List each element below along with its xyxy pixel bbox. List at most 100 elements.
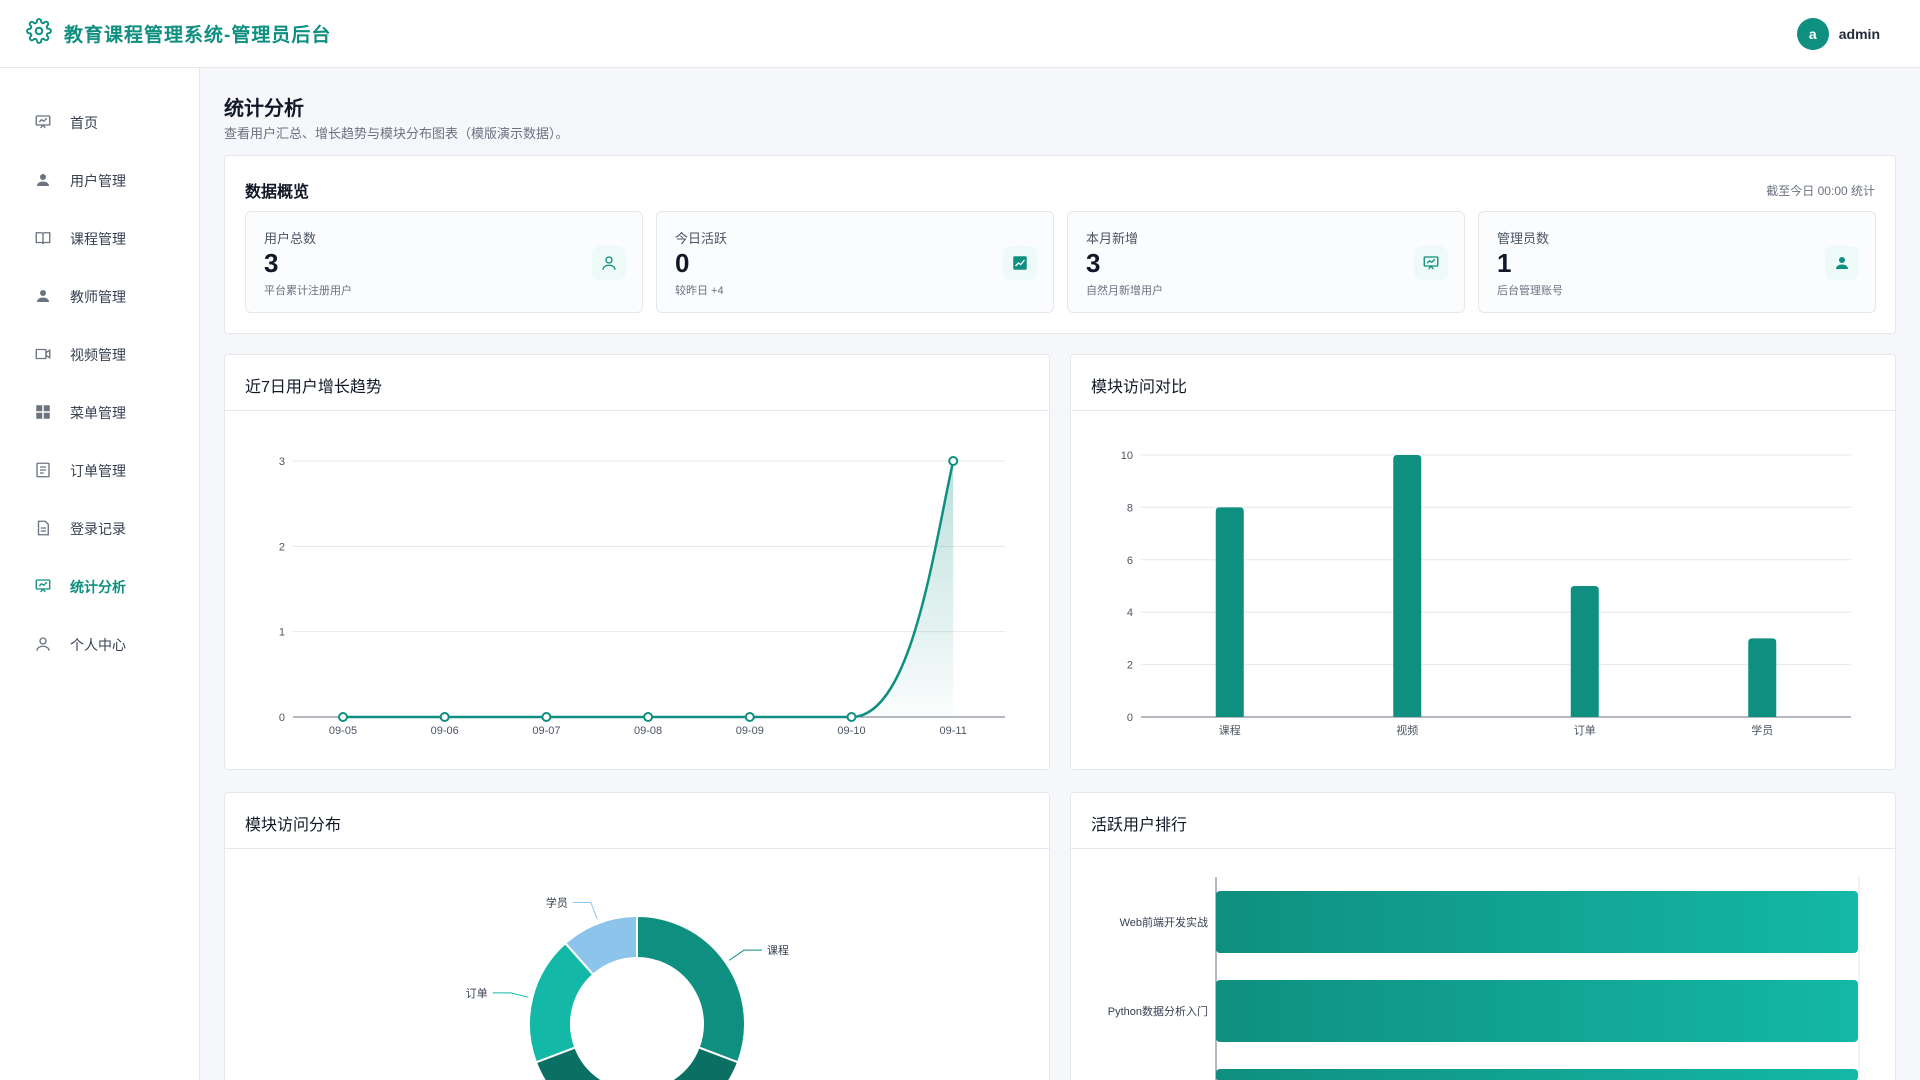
y-tick-label: 8 (1127, 502, 1133, 514)
sidebar-item-teachers[interactable]: 教师管理 (0, 268, 199, 326)
ranking-bar (1216, 1069, 1858, 1080)
data-point (744, 712, 755, 722)
label-leader (572, 901, 598, 920)
x-tick-label: 09-08 (634, 725, 662, 737)
grid-icon (34, 403, 52, 424)
user-menu[interactable]: a admin (1796, 17, 1894, 50)
bar (1748, 638, 1777, 717)
stat-sub: 较昨日 +4 (675, 285, 724, 297)
presentation-icon (1414, 246, 1448, 280)
bar (1570, 586, 1599, 717)
stat-sub: 后台管理账号 (1497, 285, 1563, 297)
stat-value: 3 (264, 248, 279, 278)
sidebar-item-menus[interactable]: 菜单管理 (0, 384, 199, 442)
stat-label: 管理员数 (1497, 231, 1550, 246)
presentation-icon (34, 113, 52, 134)
y-tick-label: 2 (1127, 660, 1133, 672)
bar-chart[interactable]: 0 2 4 6 8 10 课程 视频 订单 学员 (1071, 411, 1895, 769)
stat-value: 0 (675, 248, 690, 278)
panel-title: 模块访问分布 (245, 817, 342, 834)
sidebar-item-label: 教师管理 (70, 289, 126, 305)
panel-title: 模块访问对比 (1091, 379, 1188, 396)
document-icon (34, 519, 52, 540)
overview-note: 截至今日 00:00 统计 (1766, 183, 1875, 198)
y-tick-label: Python数据分析入门 (1108, 1004, 1208, 1018)
divider (1071, 410, 1895, 411)
sidebar-item-home[interactable]: 首页 (0, 94, 199, 152)
sidebar-item-label: 个人中心 (70, 637, 126, 653)
label-leader (492, 992, 529, 998)
username[interactable]: admin (1838, 25, 1880, 42)
page-title: 统计分析 (224, 98, 304, 120)
data-point (846, 712, 857, 722)
brand[interactable]: 教育课程管理系统-管理员后台 (26, 18, 331, 49)
x-tick-label: 09-07 (532, 725, 560, 737)
x-tick-label: 视频 (1396, 723, 1418, 737)
y-tick-label: 4 (1127, 607, 1133, 619)
app-title: 教育课程管理系统-管理员后台 (64, 25, 332, 46)
sidebar-item-statistics[interactable]: 统计分析 (0, 558, 199, 616)
x-tick-label: 09-10 (837, 725, 865, 737)
divider (225, 410, 1049, 411)
ranking-bar (1216, 980, 1858, 1042)
y-tick-label: 0 (1127, 712, 1133, 724)
stat-label: 本月新增 (1086, 231, 1139, 246)
book-icon (34, 229, 52, 250)
slice-label: 学员 (546, 895, 568, 909)
sidebar-item-label: 订单管理 (70, 463, 126, 479)
y-tick-label: 10 (1121, 450, 1133, 462)
stat-card-admin-count[interactable]: 管理员数 1 后台管理账号 (1478, 211, 1876, 313)
chart-board-icon (34, 577, 52, 598)
growth-trend-panel: 近7日用户增长趋势 0 1 2 3 09-05 09-06 09-07 09-08 09-09 0… (224, 354, 1050, 770)
teacher-icon (34, 287, 52, 308)
avatar[interactable]: a (1796, 17, 1829, 50)
series-area (343, 461, 954, 717)
ranking-bar-chart[interactable]: Web前端开发实战 Python数据分析入门 (1071, 849, 1895, 1080)
slice-label: 订单 (466, 987, 488, 1000)
sidebar-item-users[interactable]: 用户管理 (0, 152, 199, 210)
stat-card-monthly-new[interactable]: 本月新增 3 自然月新增用户 (1067, 211, 1465, 313)
sidebar-item-courses[interactable]: 课程管理 (0, 210, 199, 268)
sidebar-item-orders[interactable]: 订单管理 (0, 442, 199, 500)
sidebar: 首页 用户管理 课程管理 教师管理 视频管理 菜单管理 订单管理 登录记录 统计… (0, 68, 200, 1080)
bar (1215, 507, 1244, 717)
y-tick-label: 1 (279, 627, 285, 639)
data-point (439, 712, 450, 722)
sidebar-item-videos[interactable]: 视频管理 (0, 326, 199, 384)
sidebar-item-login-records[interactable]: 登录记录 (0, 500, 199, 558)
sidebar-item-label: 课程管理 (70, 231, 126, 247)
divider (1071, 848, 1895, 849)
main-content: 统计分析 查看用户汇总、增长趋势与模块分布图表（模版演示数据）。 数据概览 截至… (224, 68, 1896, 1080)
slice-label: 课程 (767, 944, 789, 957)
stat-value: 3 (1086, 248, 1101, 278)
x-tick-label: 09-06 (431, 725, 459, 737)
module-distribution-panel: 模块访问分布 课程订单 学员 (224, 792, 1050, 1080)
sidebar-item-label: 统计分析 (70, 579, 126, 595)
data-point (338, 712, 348, 722)
divider (225, 848, 1049, 849)
data-point (643, 712, 654, 722)
sidebar-item-profile[interactable]: 个人中心 (0, 616, 199, 674)
module-compare-panel: 模块访问对比 0 2 4 6 8 10 课程 视频 订单 学员 (1070, 354, 1896, 770)
user-icon (34, 171, 52, 192)
y-tick-label: 2 (279, 541, 285, 553)
panel-title: 近7日用户增长趋势 (245, 379, 382, 396)
stat-label: 今日活跃 (675, 231, 728, 246)
pie-slice (534, 1046, 740, 1080)
stat-card-active-today[interactable]: 今日活跃 0 较昨日 +4 (656, 211, 1054, 313)
sidebar-item-label: 用户管理 (70, 173, 126, 189)
y-tick-label: 6 (1127, 555, 1133, 567)
line-chart[interactable]: 0 1 2 3 09-05 09-06 09-07 09-08 09-09 09-10 09-11 (225, 411, 1049, 769)
stat-sub: 自然月新增用户 (1086, 285, 1163, 297)
bar (1393, 455, 1422, 717)
stat-value: 1 (1497, 248, 1512, 278)
stat-card-total-users[interactable]: 用户总数 3 平台累计注册用户 (245, 211, 643, 313)
stat-label: 用户总数 (264, 231, 317, 246)
y-tick-label: Web前端开发实战 (1120, 915, 1208, 929)
stat-sub: 平台累计注册用户 (264, 285, 352, 297)
pie-slice (563, 914, 638, 977)
sidebar-item-label: 首页 (70, 115, 98, 131)
active-rank-panel: 活跃用户排行 Web前端开发实战 Python数据分析入门 (1070, 792, 1896, 1080)
label-leader (728, 949, 762, 961)
